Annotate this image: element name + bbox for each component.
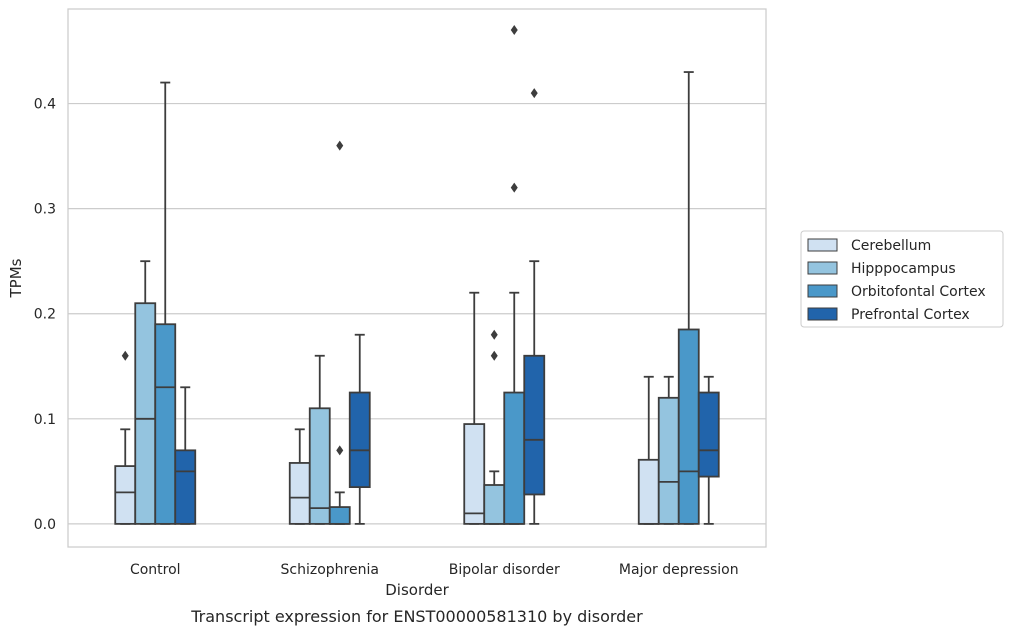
legend-swatch bbox=[807, 307, 838, 321]
outlier-point bbox=[510, 25, 518, 36]
legend-items: Cerebellum Hipppocampus Orbitofontal Corte… bbox=[807, 238, 986, 323]
y-tick-label: 0.3 bbox=[34, 202, 56, 218]
legend-entry: Hipppocampus bbox=[851, 261, 956, 277]
legend-frame bbox=[800, 230, 1004, 328]
box-body bbox=[657, 396, 680, 525]
legend-entry: Cerebellum bbox=[851, 238, 931, 254]
box-hipppocampus-2 bbox=[483, 329, 506, 525]
box-body bbox=[483, 484, 506, 525]
x-tick-label: Major depression bbox=[619, 562, 739, 578]
box-cerebellum-3 bbox=[637, 375, 660, 525]
box-orbitofontal-cortex-2 bbox=[503, 25, 526, 525]
box-prefrontal-cortex-1 bbox=[348, 333, 371, 525]
outlier-point bbox=[490, 329, 498, 340]
box-body bbox=[288, 462, 311, 525]
y-tick-label: 0.0 bbox=[34, 517, 56, 533]
box-body bbox=[677, 328, 700, 525]
box-body bbox=[134, 302, 157, 525]
box-cerebellum-0 bbox=[114, 350, 137, 525]
box-prefrontal-cortex-3 bbox=[697, 375, 720, 525]
y-tick-label: 0.4 bbox=[34, 97, 56, 113]
chart-caption: Transcript expression for ENST0000058131… bbox=[190, 607, 643, 626]
y-axis-label: TPMs bbox=[7, 258, 25, 298]
legend-swatch bbox=[807, 238, 838, 252]
box-body bbox=[308, 407, 331, 525]
box-cerebellum-2 bbox=[463, 291, 486, 525]
box-hipppocampus-0 bbox=[134, 260, 157, 525]
box-body bbox=[154, 323, 177, 525]
x-tick-label: Bipolar disorder bbox=[449, 562, 560, 578]
box-cerebellum-1 bbox=[288, 428, 311, 525]
box-prefrontal-cortex-2 bbox=[523, 88, 546, 525]
x-tick-label: Control bbox=[130, 562, 181, 578]
box-orbitofontal-cortex-3 bbox=[677, 71, 700, 525]
box-hipppocampus-3 bbox=[657, 375, 680, 525]
outlier-point bbox=[530, 88, 538, 99]
legend-entry: Orbitofontal Cortex bbox=[851, 284, 986, 300]
box-body bbox=[463, 423, 486, 525]
box-prefrontal-cortex-0 bbox=[174, 386, 197, 525]
legend-swatch bbox=[807, 261, 838, 275]
boxes bbox=[114, 25, 720, 525]
y-tick-label: 0.2 bbox=[34, 307, 56, 323]
outlier-point bbox=[121, 350, 129, 361]
box-body bbox=[697, 391, 720, 478]
box-orbitofontal-cortex-0 bbox=[154, 81, 177, 525]
plot-area-frame bbox=[67, 8, 767, 548]
y-tick-label: 0.1 bbox=[34, 412, 56, 428]
y-axis-ticks: 0.0 0.1 0.2 0.3 0.4 bbox=[34, 97, 56, 533]
outlier-point bbox=[336, 140, 344, 151]
legend: Cerebellum Hipppocampus Orbitofontal Corte… bbox=[800, 230, 1004, 328]
x-tick-label: Schizophrenia bbox=[281, 562, 379, 578]
legend-entry: Prefrontal Cortex bbox=[851, 307, 970, 323]
box-body bbox=[114, 465, 137, 525]
outlier-point bbox=[490, 350, 498, 361]
x-axis-ticks: Control Schizophrenia Bipolar disorder Majo… bbox=[130, 562, 739, 578]
outlier-point bbox=[336, 445, 344, 456]
legend-swatch bbox=[807, 284, 838, 298]
box-hipppocampus-1 bbox=[308, 354, 331, 525]
outlier-point bbox=[510, 182, 518, 193]
box-body bbox=[348, 391, 371, 489]
box-orbitofontal-cortex-1 bbox=[328, 140, 351, 525]
box-body bbox=[637, 458, 660, 525]
box-body bbox=[503, 391, 526, 525]
box-body bbox=[174, 449, 197, 525]
x-axis-label: Disorder bbox=[385, 581, 449, 599]
box-body bbox=[328, 506, 351, 525]
box-body bbox=[523, 354, 546, 496]
